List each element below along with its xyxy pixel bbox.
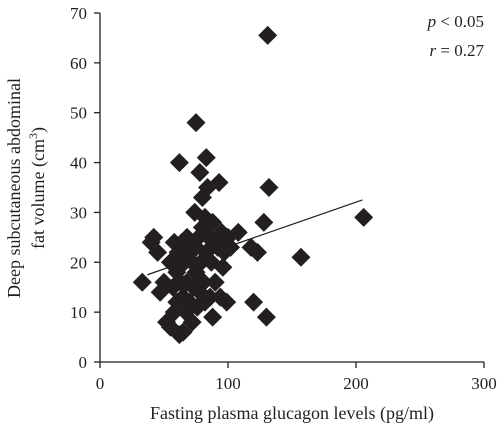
data-point: [132, 272, 152, 292]
data-point: [244, 292, 264, 312]
y-axis-title: Deep subcutaneous abdominal fat volume (…: [4, 78, 49, 298]
x-tick-label: 200: [343, 374, 369, 393]
data-point: [247, 242, 267, 262]
data-point: [291, 247, 311, 267]
data-point: [208, 237, 228, 257]
x-tick-label: 0: [96, 374, 105, 393]
y-tick-label: 10: [70, 303, 87, 322]
data-point: [221, 237, 241, 257]
data-point: [144, 227, 164, 247]
data-point: [186, 113, 206, 133]
data-point: [213, 257, 233, 277]
data-point: [200, 287, 220, 307]
data-point: [209, 173, 229, 193]
y-tick-label: 30: [70, 203, 87, 222]
y-tick-label: 50: [70, 104, 87, 123]
y-tick-label: 20: [70, 253, 87, 272]
data-point: [228, 222, 248, 242]
y-axis-title-line2: fat volume (cm3): [26, 127, 49, 249]
data-point: [203, 307, 223, 327]
p-value-annotation: p < 0.05: [427, 12, 484, 31]
data-points: [132, 25, 374, 345]
data-point: [169, 153, 189, 173]
data-point: [241, 237, 261, 257]
data-point: [191, 252, 211, 272]
data-point: [148, 242, 168, 262]
data-point: [194, 272, 214, 292]
data-point: [259, 178, 279, 197]
data-point: [256, 307, 276, 327]
data-point: [258, 25, 278, 45]
x-tick-label: 100: [215, 374, 241, 393]
data-point: [254, 212, 274, 232]
x-axis-title: Fasting plasma glucagon levels (pg/ml): [150, 403, 434, 424]
data-point: [354, 207, 374, 227]
y-axis-title-line1: Deep subcutaneous abdominal: [4, 78, 24, 298]
y-tick-label: 40: [70, 154, 87, 173]
data-point: [217, 292, 237, 312]
y-tick-label: 0: [79, 353, 88, 372]
y-tick-label: 60: [70, 54, 87, 73]
axes: 0 10 20 30 40 50 60 70 0 100 200 300: [70, 4, 497, 393]
y-tick-label: 70: [70, 4, 87, 23]
x-tick-label: 300: [471, 374, 497, 393]
data-point: [190, 163, 210, 183]
data-point: [196, 148, 216, 168]
data-point: [205, 272, 225, 292]
r-value-annotation: r = 0.27: [430, 41, 485, 60]
data-point: [182, 312, 202, 332]
